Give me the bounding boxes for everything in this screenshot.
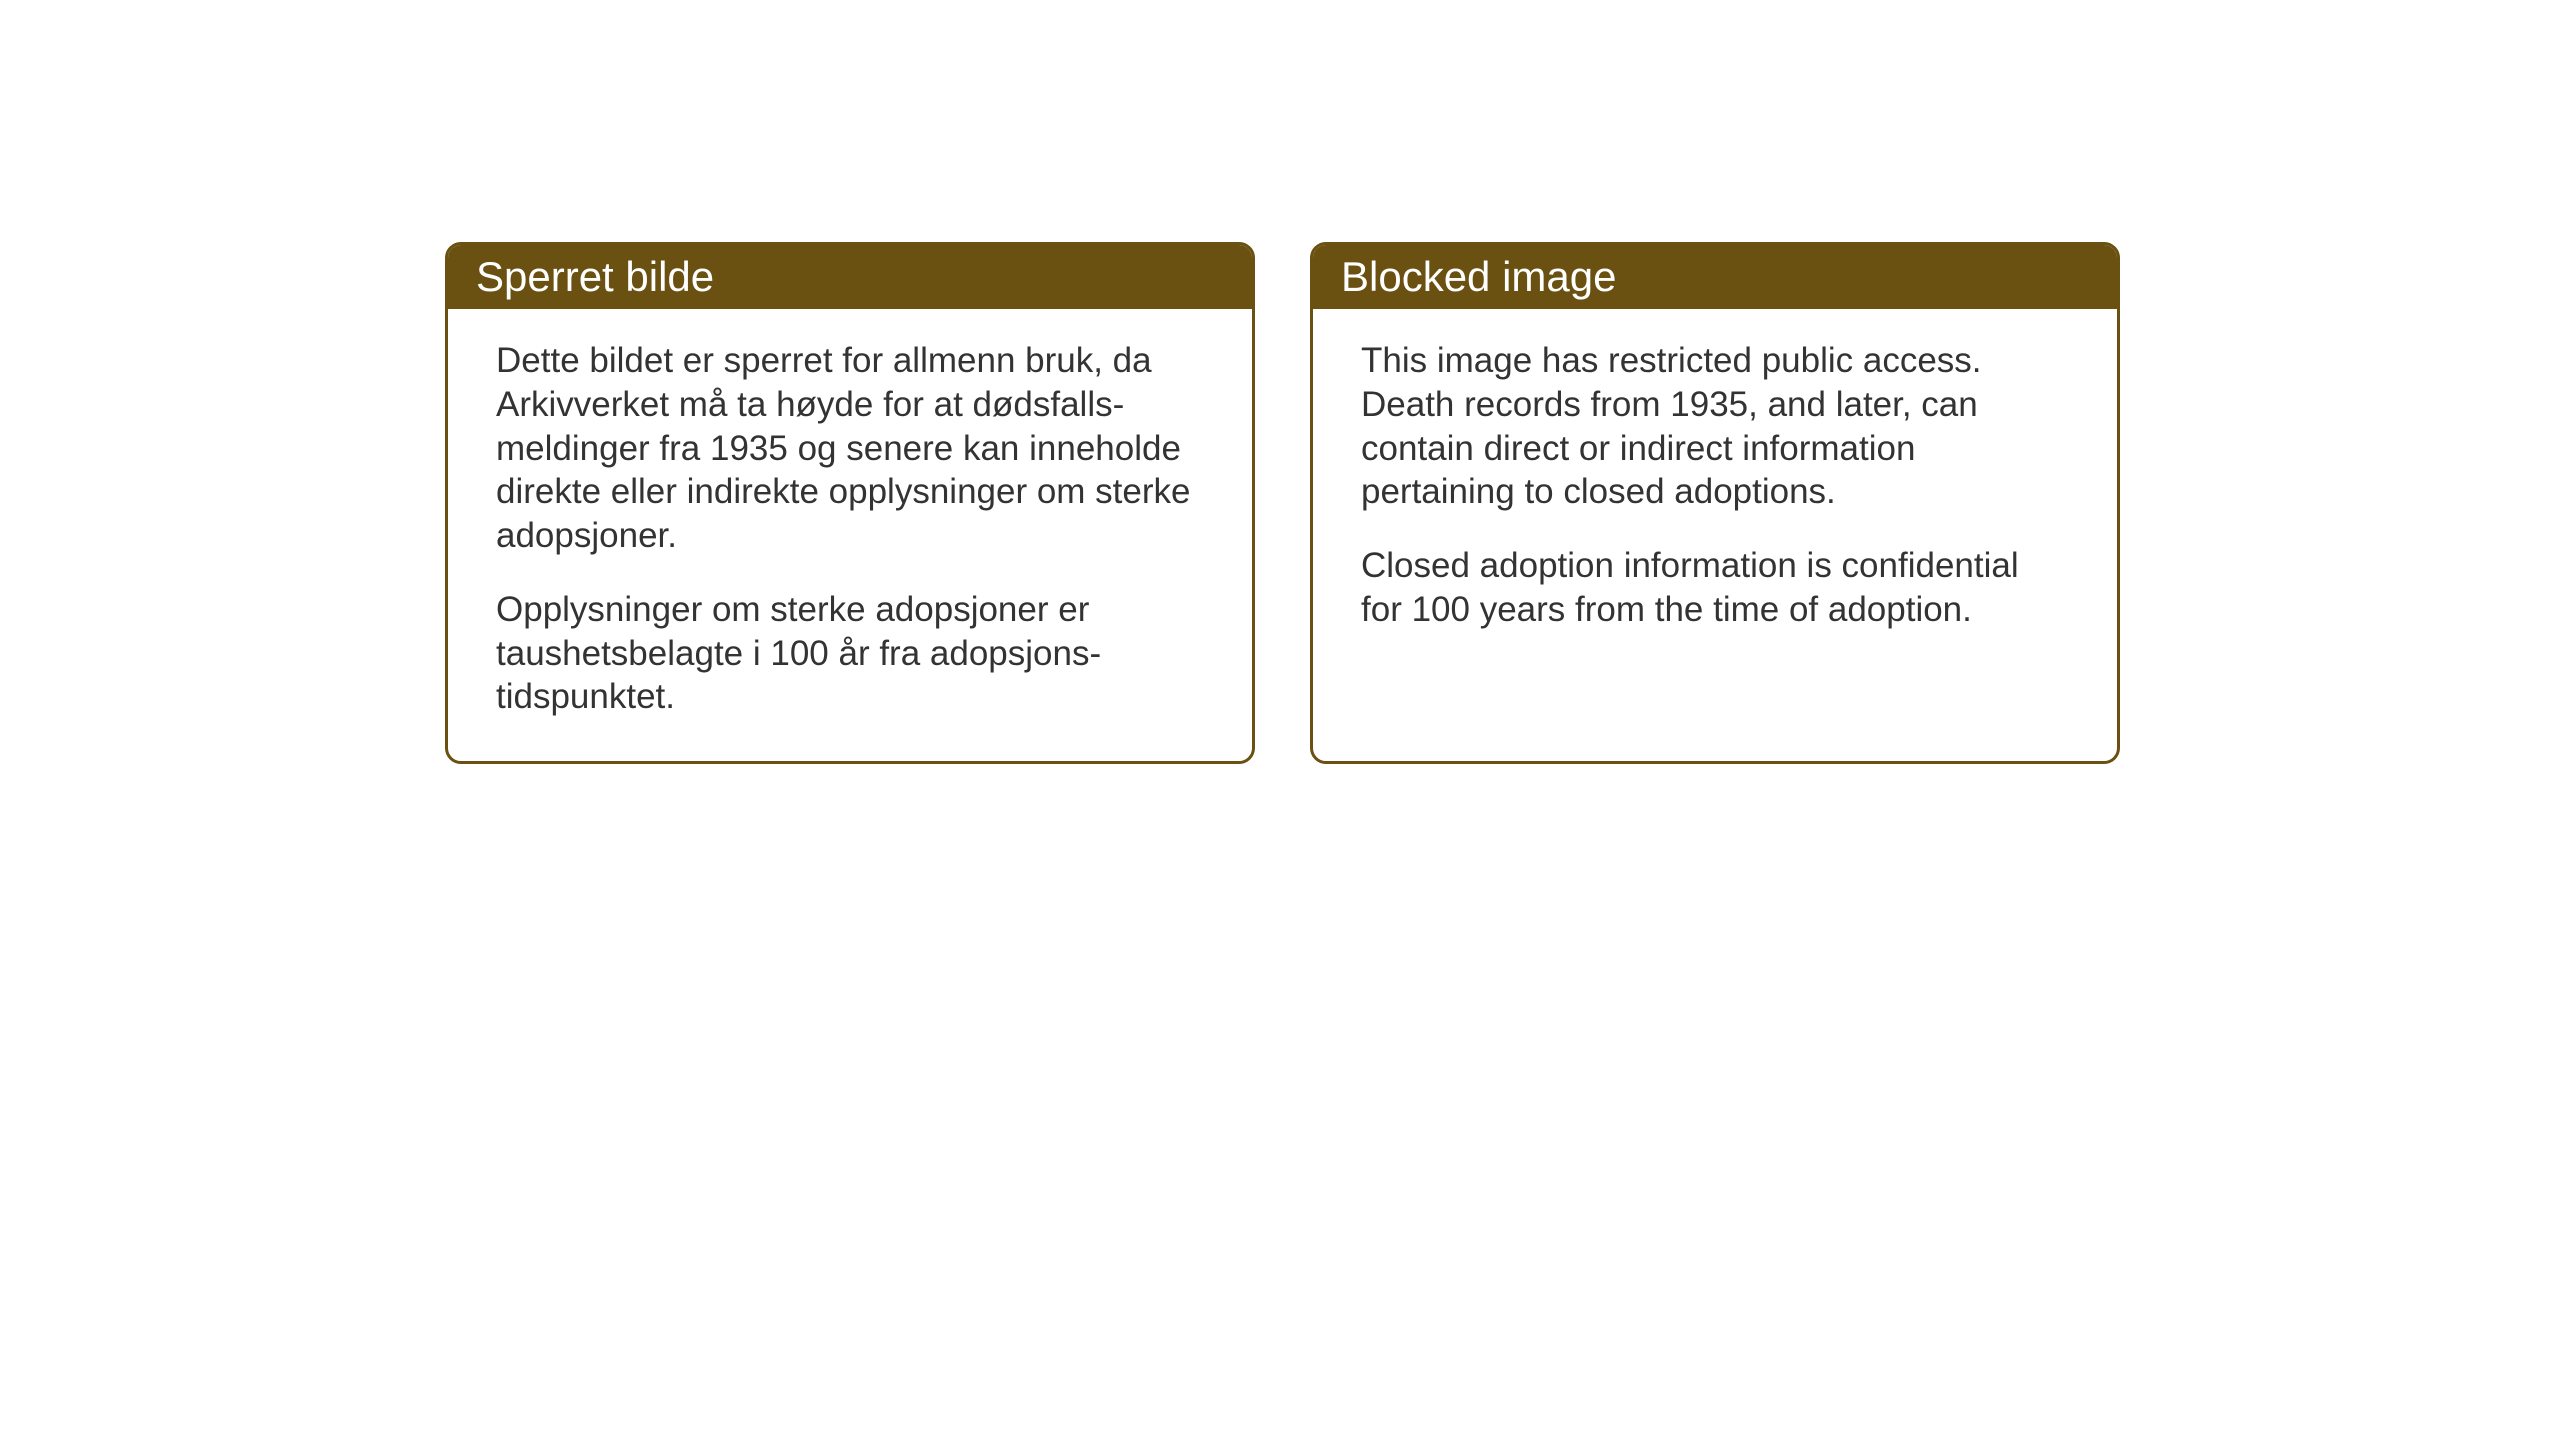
english-card-header: Blocked image bbox=[1313, 245, 2117, 309]
cards-container: Sperret bilde Dette bildet er sperret fo… bbox=[445, 242, 2120, 764]
norwegian-card-body: Dette bildet er sperret for allmenn bruk… bbox=[448, 309, 1252, 761]
norwegian-card-header: Sperret bilde bbox=[448, 245, 1252, 309]
english-card-title: Blocked image bbox=[1341, 253, 1616, 300]
norwegian-card: Sperret bilde Dette bildet er sperret fo… bbox=[445, 242, 1255, 764]
english-card-body: This image has restricted public access.… bbox=[1313, 309, 2117, 674]
norwegian-paragraph-1: Dette bildet er sperret for allmenn bruk… bbox=[496, 339, 1204, 558]
norwegian-paragraph-2: Opplysninger om sterke adopsjoner er tau… bbox=[496, 588, 1204, 719]
norwegian-card-title: Sperret bilde bbox=[476, 253, 714, 300]
english-paragraph-1: This image has restricted public access.… bbox=[1361, 339, 2069, 514]
english-paragraph-2: Closed adoption information is confident… bbox=[1361, 544, 2069, 632]
english-card: Blocked image This image has restricted … bbox=[1310, 242, 2120, 764]
